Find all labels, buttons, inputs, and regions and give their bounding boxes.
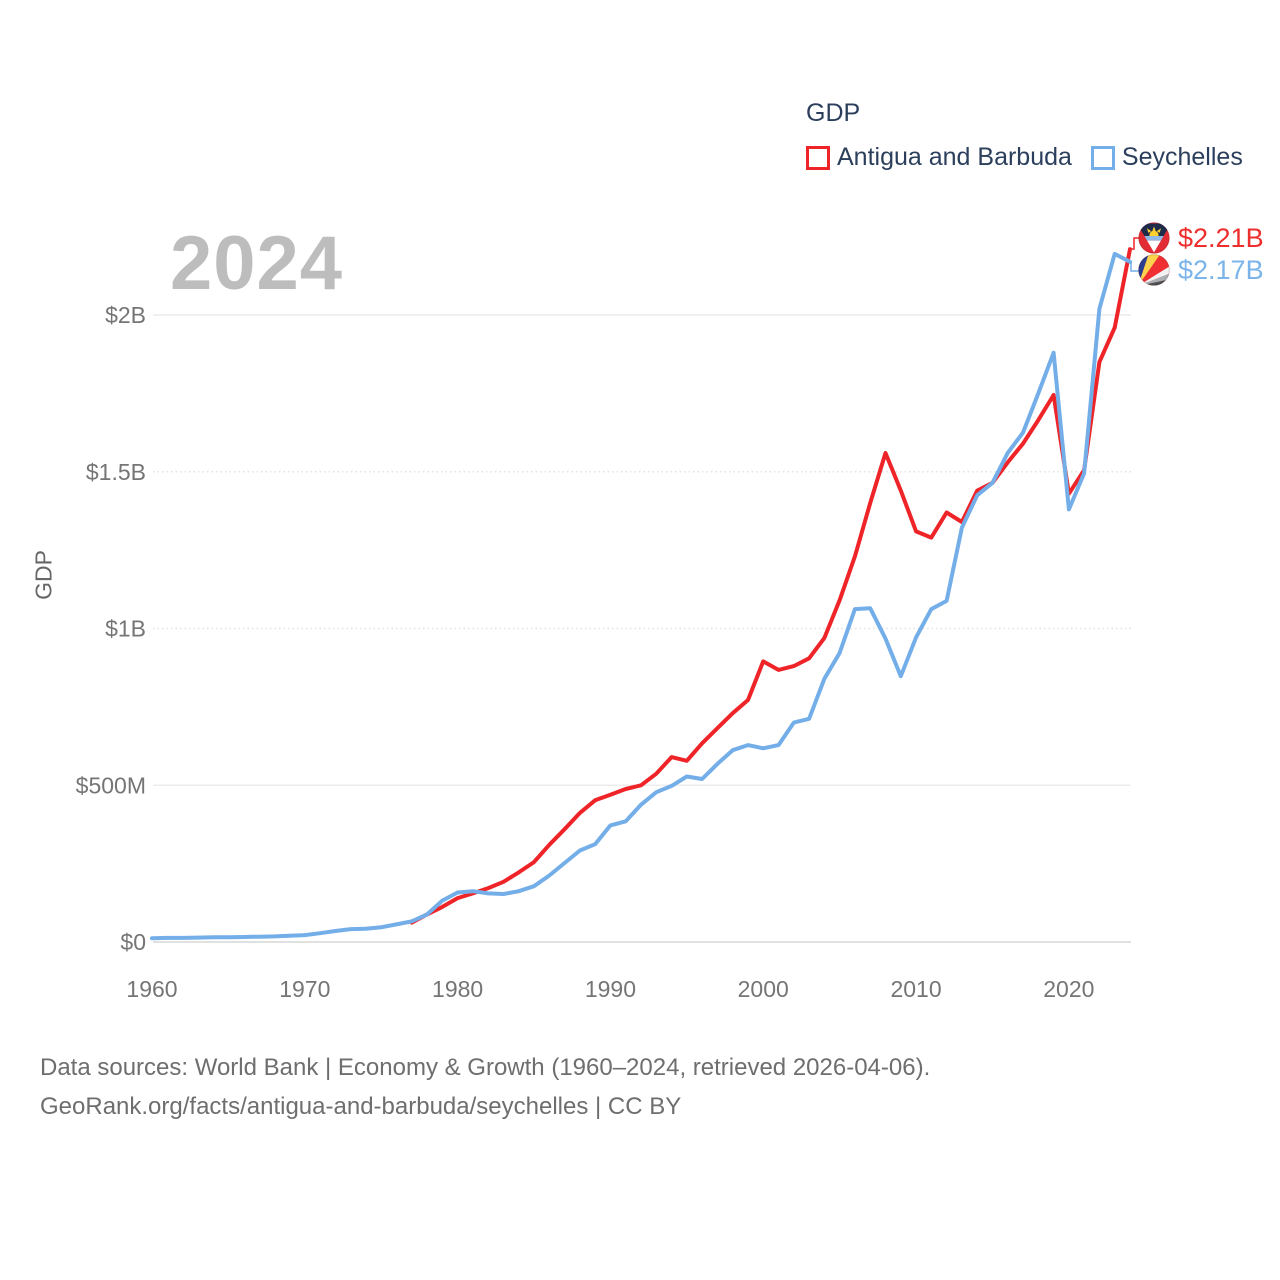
footer-link: GeoRank.org/facts/antigua-and-barbuda/se… [40,1093,682,1120]
legend-item-antigua-and-barbuda[interactable]: Antigua and Barbuda [806,143,1072,172]
end-value-antigua-and-barbuda: $2.21B [1178,222,1264,253]
y-tick-$500M: $500M [76,772,146,798]
end-value-seychelles: $2.17B [1178,254,1264,285]
x-tick-2020: 2020 [1043,976,1094,1002]
legend-title: GDP [806,99,861,127]
footer: Data sources: World Bank | Economy & Gro… [40,1048,930,1126]
leader-line-seychelles [1127,261,1140,272]
legend-label-seychelles: Seychelles [1121,143,1243,171]
line-antigua-and-barbuda[interactable] [409,247,1132,925]
antigua-and-barbuda-flag-icon [1138,222,1170,254]
x-tick-1980: 1980 [432,976,483,1002]
seychelles-flag-icon [1138,254,1170,286]
legend-label-antigua-and-barbuda: Antigua and Barbuda [837,143,1072,171]
legend-item-seychelles[interactable]: Seychelles [1090,143,1243,172]
y-tick-$1B: $1B [105,616,146,642]
x-tick-2000: 2000 [738,976,789,1002]
y-tick-$0: $0 [120,929,146,955]
x-tick-2010: 2010 [890,976,941,1002]
end-label-seychelles: $2.17B [1138,254,1264,286]
y-tick-$1.5B: $1.5B [86,459,146,485]
legend: GDP Antigua and Barbuda Seychelles [806,99,1243,172]
leader-line-antigua-and-barbuda [1130,237,1140,250]
legend-swatch-seychelles [1090,145,1115,170]
footer-data-sources: Data sources: World Bank | Economy & Gro… [40,1054,931,1081]
y-tick-$2B: $2B [105,302,146,328]
end-label-antigua-and-barbuda: $2.21B [1138,222,1264,254]
x-tick-1960: 1960 [126,976,177,1002]
line-seychelles[interactable] [150,251,1132,941]
x-tick-1970: 1970 [279,976,330,1002]
x-tick-1990: 1990 [585,976,636,1002]
legend-row: Antigua and Barbuda Seychelles [806,143,1243,172]
legend-swatch-antigua-and-barbuda [806,145,830,170]
year-watermark: 2024 [170,221,344,306]
